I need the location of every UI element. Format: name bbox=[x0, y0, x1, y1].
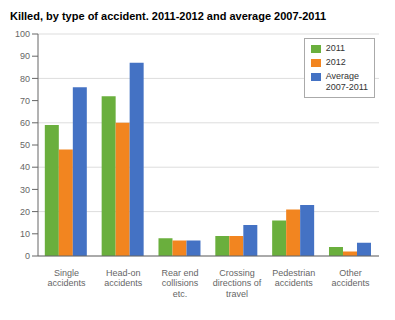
html-text:2012: 2012 bbox=[325, 57, 346, 67]
svg-text:Rear endcollisionsetc.: Rear endcollisionsetc. bbox=[162, 268, 199, 299]
svg-text:Otheraccidents: Otheraccidents bbox=[332, 268, 371, 288]
html-text:Killed, by type of accident. 2: Killed, by type of accident. 2011-2012 a… bbox=[10, 10, 327, 22]
svg-text:90: 90 bbox=[20, 51, 30, 61]
svg-text:40: 40 bbox=[20, 162, 30, 172]
svg-text:Pedestrianaccidents: Pedestrianaccidents bbox=[272, 268, 315, 288]
svg-text:Head-onaccidents: Head-onaccidents bbox=[104, 268, 143, 288]
html-text:2011: 2011 bbox=[325, 43, 345, 53]
svg-text:60: 60 bbox=[20, 118, 30, 128]
svg-text:70: 70 bbox=[20, 96, 30, 106]
svg-text:Singleaccidents: Singleaccidents bbox=[47, 268, 86, 288]
svg-text:80: 80 bbox=[20, 74, 30, 84]
svg-text:10: 10 bbox=[20, 229, 30, 239]
svg-text:20: 20 bbox=[20, 207, 30, 217]
svg-text:Crossingdirections oftravel: Crossingdirections oftravel bbox=[213, 268, 262, 299]
html-text:2007-2011: 2007-2011 bbox=[325, 82, 368, 92]
svg-text:0: 0 bbox=[25, 251, 30, 261]
svg-text:100: 100 bbox=[15, 29, 30, 39]
svg-text:50: 50 bbox=[20, 140, 30, 150]
svg-text:30: 30 bbox=[20, 185, 30, 195]
html-text:Average: Average bbox=[325, 71, 359, 81]
